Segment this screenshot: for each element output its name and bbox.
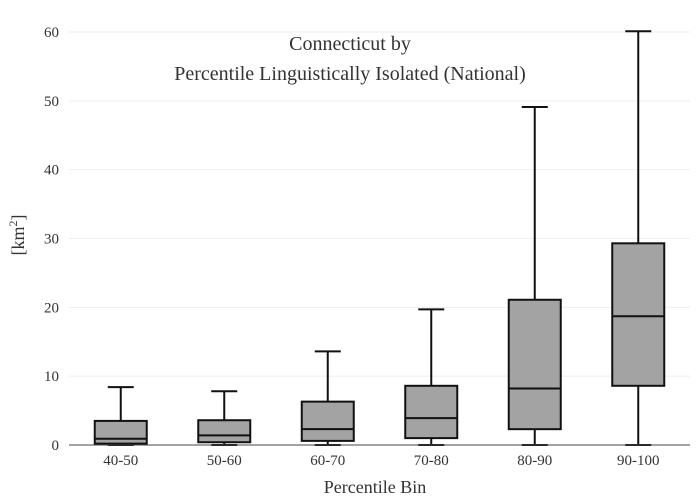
boxes-layer bbox=[93, 30, 666, 446]
y-tick-label-60: 60 bbox=[44, 25, 59, 41]
x-axis-label: Percentile Bin bbox=[324, 477, 426, 497]
box-iqr-40-50 bbox=[93, 419, 148, 445]
y-tick-label-30: 30 bbox=[44, 232, 59, 248]
y-axis-label-main: [km bbox=[8, 227, 28, 256]
grid-layer bbox=[69, 31, 690, 377]
y-tick-label-10: 10 bbox=[44, 369, 59, 385]
x-tick-label-50-60: 50-60 bbox=[207, 453, 242, 469]
x-tick-label-60-70: 60-70 bbox=[310, 453, 345, 469]
box-iqr-80-90 bbox=[507, 298, 562, 431]
x-tick-label-40-50: 40-50 bbox=[103, 453, 138, 469]
box-70-80 bbox=[404, 308, 459, 446]
x-tick-label-90-100: 90-100 bbox=[617, 453, 660, 469]
box-iqr-50-60 bbox=[197, 419, 252, 444]
x-tick-label-70-80: 70-80 bbox=[414, 453, 449, 469]
box-90-100 bbox=[611, 30, 666, 446]
box-iqr-90-100 bbox=[611, 242, 666, 387]
box-iqr-60-70 bbox=[300, 400, 355, 442]
y-axis-label-superscript: 2 bbox=[6, 221, 20, 227]
y-tick-label-50: 50 bbox=[44, 94, 59, 110]
box-iqr-70-80 bbox=[404, 384, 459, 440]
y-axis-label-suffix: ] bbox=[8, 215, 28, 221]
box-80-90 bbox=[507, 106, 562, 446]
y-tick-label-40: 40 bbox=[44, 163, 59, 179]
x-tick-label-80-90: 80-90 bbox=[517, 453, 552, 469]
chart-subtitle: Percentile Linguistically Isolated (Nati… bbox=[174, 63, 526, 85]
chart-title: Connecticut by bbox=[289, 33, 411, 55]
box-40-50 bbox=[93, 386, 148, 446]
y-tick-label-20: 20 bbox=[44, 300, 59, 316]
box-50-60 bbox=[197, 390, 252, 446]
x-tick-labels: 40-50 50-60 60-70 70-80 80-90 90-100 bbox=[103, 453, 659, 469]
y-tick-labels: 0 10 20 30 40 50 60 bbox=[44, 25, 59, 454]
box-60-70 bbox=[300, 350, 355, 446]
y-axis-label: [km2] bbox=[6, 215, 28, 256]
y-tick-label-0: 0 bbox=[52, 438, 60, 454]
